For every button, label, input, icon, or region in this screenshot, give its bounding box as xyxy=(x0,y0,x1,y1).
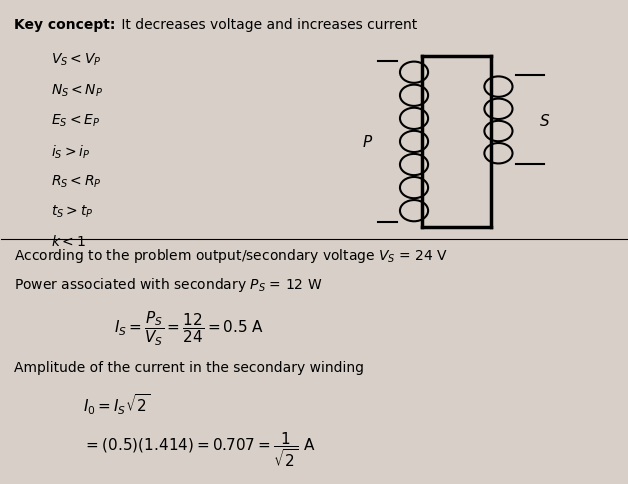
Text: $I_0 = I_S\sqrt{2}$: $I_0 = I_S\sqrt{2}$ xyxy=(83,391,149,416)
Text: $V_S < V_P$: $V_S < V_P$ xyxy=(51,52,102,68)
Text: $E_S < E_P$: $E_S < E_P$ xyxy=(51,113,100,129)
Text: $S$: $S$ xyxy=(539,113,550,129)
Text: It decreases voltage and increases current: It decreases voltage and increases curre… xyxy=(117,18,417,32)
Text: $P$: $P$ xyxy=(362,134,374,150)
Text: $i_S > i_P$: $i_S > i_P$ xyxy=(51,143,90,160)
Text: Amplitude of the current in the secondary winding: Amplitude of the current in the secondar… xyxy=(14,360,364,374)
Text: According to the problem output/secondary voltage $V_S$ = 24 V: According to the problem output/secondar… xyxy=(14,247,448,265)
Text: Power associated with secondary $P_S$ = 12 W: Power associated with secondary $P_S$ = … xyxy=(14,276,322,294)
Text: $k < 1$: $k < 1$ xyxy=(51,234,86,249)
Text: $N_S < N_P$: $N_S < N_P$ xyxy=(51,82,104,99)
Text: Key concept:: Key concept: xyxy=(14,18,116,32)
Text: $R_S < R_P$: $R_S < R_P$ xyxy=(51,173,102,190)
Text: $= (0.5)(1.414) = 0.707 = \dfrac{1}{\sqrt{2}}$ A: $= (0.5)(1.414) = 0.707 = \dfrac{1}{\sqr… xyxy=(83,430,315,469)
Text: $I_S = \dfrac{P_S}{V_S} = \dfrac{12}{24} = 0.5$ A: $I_S = \dfrac{P_S}{V_S} = \dfrac{12}{24}… xyxy=(114,309,264,348)
Text: $t_S > t_P$: $t_S > t_P$ xyxy=(51,203,94,220)
